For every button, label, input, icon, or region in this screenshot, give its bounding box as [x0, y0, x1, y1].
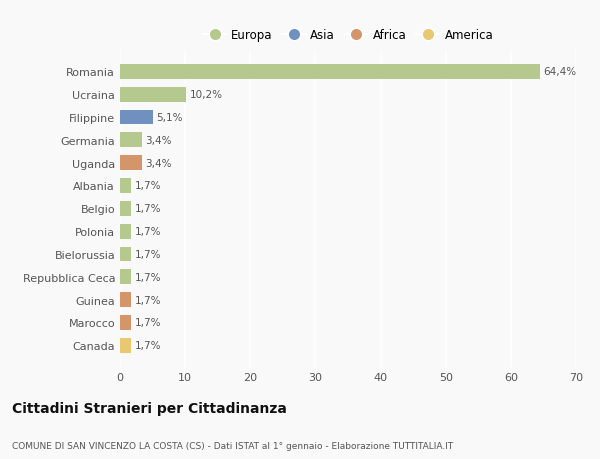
- Bar: [120, 133, 142, 148]
- Text: 1,7%: 1,7%: [134, 204, 161, 214]
- Text: 10,2%: 10,2%: [190, 90, 223, 100]
- Bar: [120, 292, 131, 307]
- Text: 1,7%: 1,7%: [134, 227, 161, 236]
- Text: 64,4%: 64,4%: [543, 67, 576, 77]
- Text: COMUNE DI SAN VINCENZO LA COSTA (CS) - Dati ISTAT al 1° gennaio - Elaborazione T: COMUNE DI SAN VINCENZO LA COSTA (CS) - D…: [12, 441, 453, 450]
- Text: 3,4%: 3,4%: [145, 135, 172, 146]
- Text: Cittadini Stranieri per Cittadinanza: Cittadini Stranieri per Cittadinanza: [12, 402, 287, 415]
- Bar: [120, 179, 131, 194]
- Bar: [120, 315, 131, 330]
- Bar: [120, 65, 539, 80]
- Bar: [120, 338, 131, 353]
- Text: 1,7%: 1,7%: [134, 341, 161, 350]
- Bar: [120, 88, 187, 102]
- Text: 3,4%: 3,4%: [145, 158, 172, 168]
- Text: 1,7%: 1,7%: [134, 318, 161, 328]
- Text: 5,1%: 5,1%: [157, 113, 183, 123]
- Text: 1,7%: 1,7%: [134, 249, 161, 259]
- Bar: [120, 202, 131, 216]
- Text: 1,7%: 1,7%: [134, 272, 161, 282]
- Bar: [120, 247, 131, 262]
- Bar: [120, 156, 142, 171]
- Text: 1,7%: 1,7%: [134, 295, 161, 305]
- Text: 1,7%: 1,7%: [134, 181, 161, 191]
- Bar: [120, 270, 131, 285]
- Bar: [120, 224, 131, 239]
- Legend: Europa, Asia, Africa, America: Europa, Asia, Africa, America: [198, 25, 498, 47]
- Bar: [120, 111, 153, 125]
